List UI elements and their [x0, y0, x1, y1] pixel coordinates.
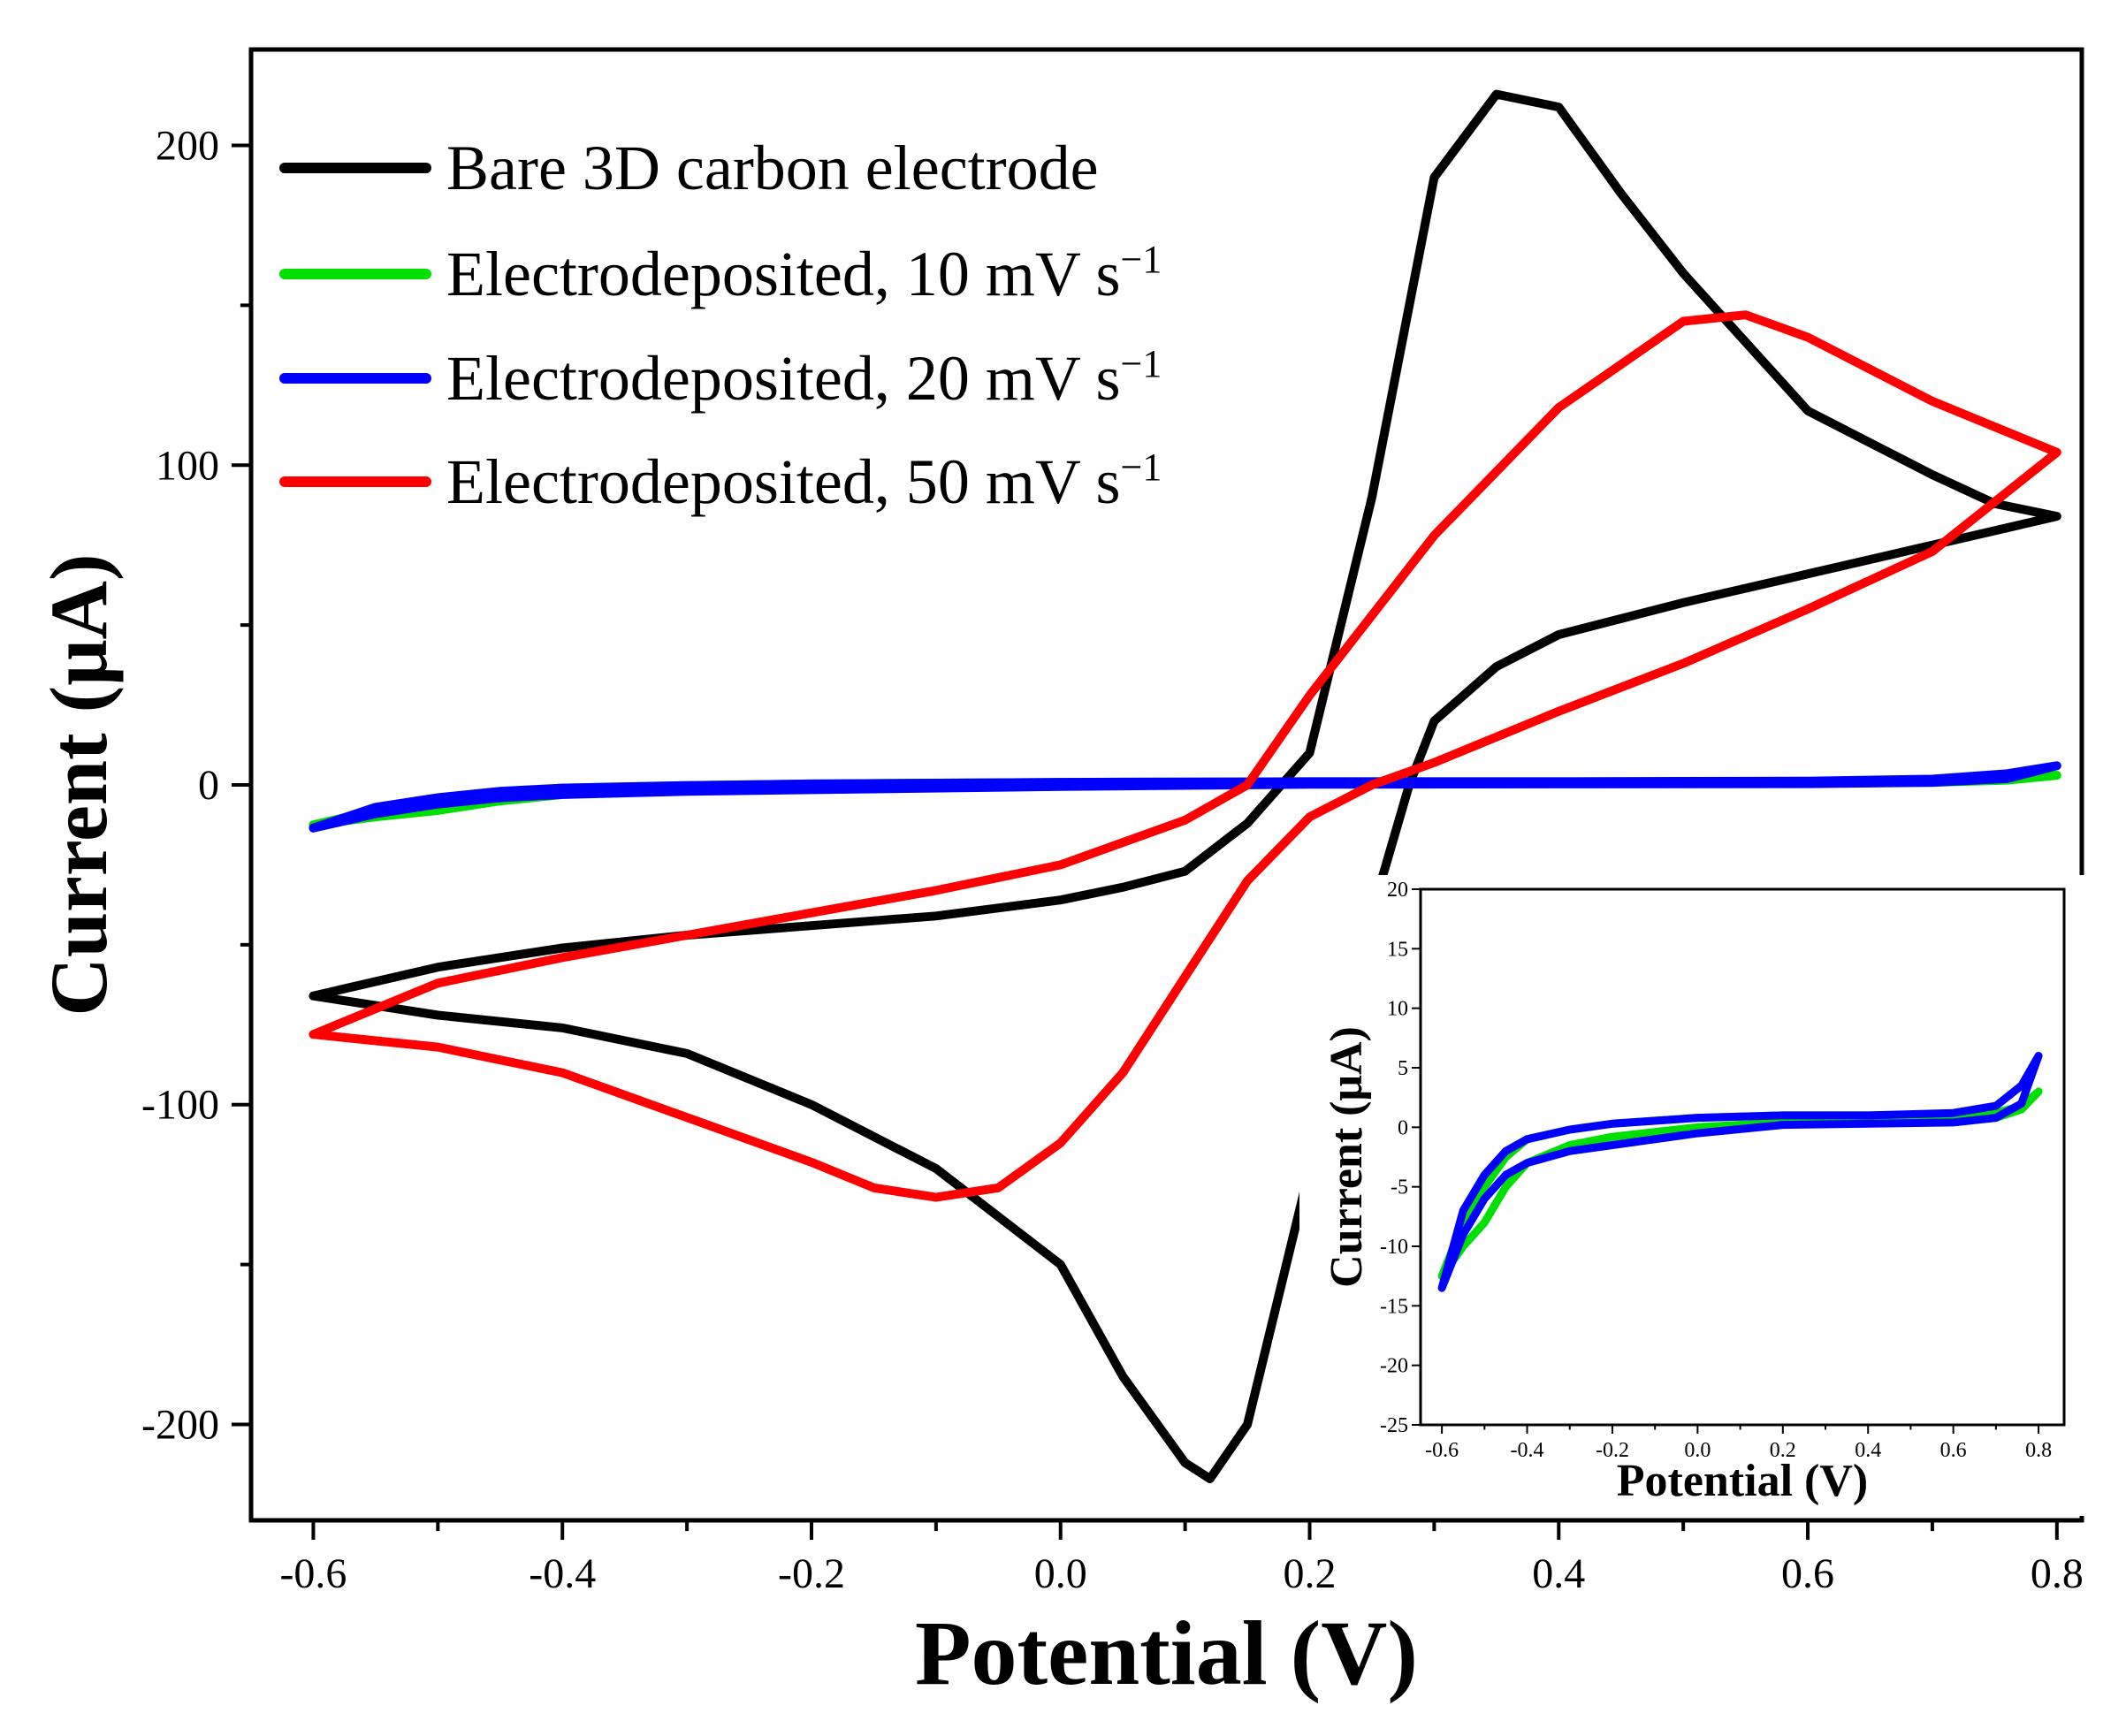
main-series-line-1	[309, 89, 2061, 1483]
inset-y-axis-title: Current (μA)	[1322, 1026, 1372, 1288]
main-x-axis-title: Potential (V)	[915, 1603, 1418, 1704]
inset-x-tick-label: 0.0	[1684, 1439, 1711, 1462]
main-y-axis-title: Current (μA)	[34, 553, 124, 1016]
inset-y-tick-label: -20	[1380, 1355, 1408, 1378]
main-x-tick-label: -0.6	[279, 1550, 347, 1597]
inset-x-tick-label: -0.2	[1596, 1439, 1629, 1462]
inset-x-tick-label: 0.6	[1940, 1439, 1967, 1462]
main-x-tick-label: -0.4	[529, 1550, 596, 1597]
inset-x-tick-label: 0.4	[1855, 1439, 1881, 1462]
main-y-tick-label: 100	[156, 442, 219, 489]
inset-y-tick-label: 20	[1387, 879, 1408, 902]
inset-y-tick-label: -10	[1380, 1236, 1408, 1259]
inset-x-tick-label: 0.2	[1770, 1439, 1796, 1462]
inset-x-axis-title: Potential (V)	[1617, 1456, 1868, 1506]
main-x-tick-label: 0.8	[2031, 1550, 2084, 1597]
inset-x-tick-label: 0.8	[2025, 1439, 2052, 1462]
main-y-tick-label: -100	[141, 1082, 219, 1129]
legend-label-1: Bare 3D carbon electrode	[446, 133, 1099, 203]
inset-y-tick-label: -25	[1380, 1414, 1408, 1437]
main-series-line-4	[309, 310, 2061, 1202]
main-plot: -0.6 -0.4 -0.2 0.0 0.2 0.4 0.6 0.8-200-10001002…	[34, 47, 2084, 1704]
main-y-tick-label: 200	[156, 123, 219, 170]
inset-y-tick-label: 5	[1398, 1057, 1408, 1080]
main-x-tick-label: 0.2	[1284, 1550, 1337, 1597]
legend-label-2: Electrodeposited, 10 mV s−1	[446, 238, 1162, 309]
main-x-tick-label: 0.0	[1034, 1550, 1087, 1597]
legend: Bare 3D carbon electrode Electrodeposited…	[279, 133, 1162, 517]
inset-series-line-2	[1437, 1052, 2043, 1292]
main-y-tick-label: 0	[198, 762, 219, 809]
inset-x-tick-label: -0.6	[1425, 1439, 1459, 1462]
inset-x-tick-label: -0.4	[1511, 1439, 1544, 1462]
inset-plot: -0.6 -0.4 -0.2 0.0 0.2 0.4 0.6 0.8 -25 -20 -15 -10 -…	[1299, 875, 2086, 1516]
main-x-tick-label: 0.4	[1532, 1550, 1585, 1597]
legend-label-4: Electrodeposited, 50 mV s−1	[446, 445, 1162, 517]
legend-label-3: Electrodeposited, 20 mV s−1	[446, 342, 1162, 414]
inset-y-tick-label: 10	[1387, 998, 1408, 1021]
inset-y-tick-label: -15	[1380, 1295, 1408, 1318]
inset-background	[1299, 875, 2086, 1516]
inset-y-tick-label: 15	[1387, 938, 1408, 961]
main-series-line-3	[309, 761, 2061, 833]
inset-y-tick-label: 0	[1398, 1116, 1408, 1139]
main-y-tick-label: -200	[141, 1401, 219, 1448]
inset-y-tick-label: -5	[1391, 1176, 1408, 1199]
inset-plot-frame	[1419, 887, 2066, 1427]
main-x-tick-label: -0.2	[778, 1550, 845, 1597]
main-x-tick-label: 0.6	[1781, 1550, 1834, 1597]
